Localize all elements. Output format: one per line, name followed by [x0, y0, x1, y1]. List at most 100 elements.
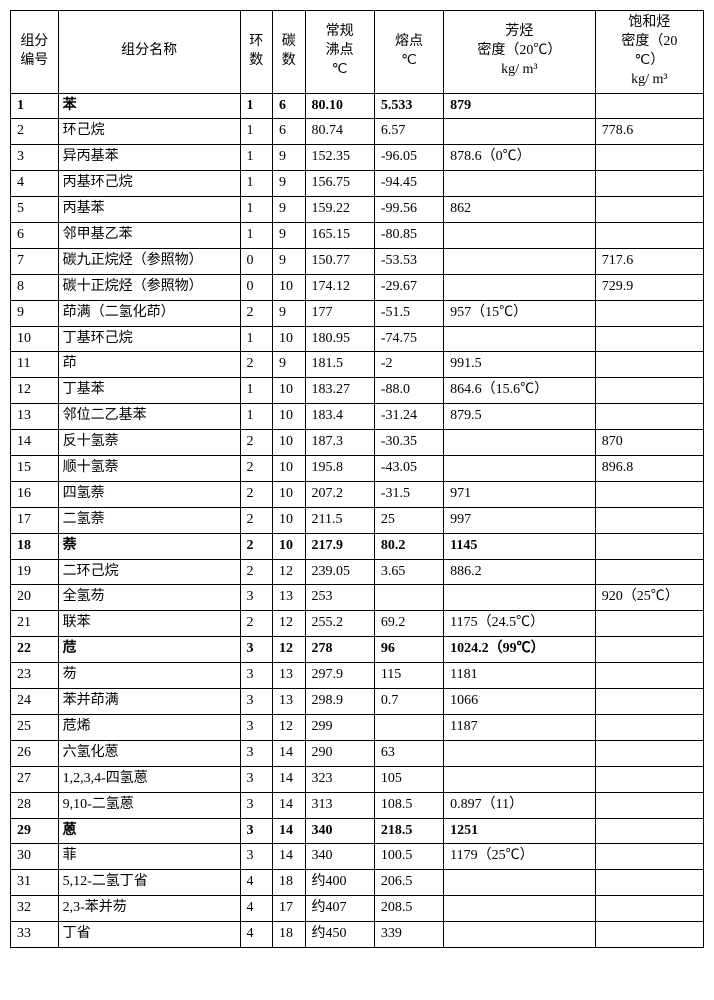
cell: 255.2 [305, 611, 374, 637]
cell: 茚满（二氢化茚） [58, 300, 240, 326]
cell: 28 [11, 792, 59, 818]
cell: 27 [11, 766, 59, 792]
cell: 1 [240, 119, 272, 145]
col-header-7: 饱和烃密度（20℃）kg/ m³ [595, 11, 703, 94]
cell: 14 [273, 818, 305, 844]
cell: 997 [444, 507, 596, 533]
cell: 萘 [58, 533, 240, 559]
cell: 1175（24.5℃） [444, 611, 596, 637]
cell: 1 [240, 223, 272, 249]
cell: 26 [11, 740, 59, 766]
cell: 100.5 [374, 844, 443, 870]
cell: 丙基环己烷 [58, 171, 240, 197]
cell: 丁省 [58, 922, 240, 948]
cell: 3 [240, 714, 272, 740]
cell [595, 870, 703, 896]
cell: 32 [11, 896, 59, 922]
cell: 218.5 [374, 818, 443, 844]
cell: 邻甲基乙苯 [58, 223, 240, 249]
cell: 297.9 [305, 663, 374, 689]
cell: 1 [240, 93, 272, 119]
cell: 12 [273, 611, 305, 637]
cell: 9 [273, 171, 305, 197]
cell: 丁基环己烷 [58, 326, 240, 352]
table-row: 7碳九正烷烃（参照物）09150.77-53.53717.6 [11, 248, 704, 274]
hydrocarbon-properties-table: 组分编号组分名称环数碳数常规沸点℃熔点℃芳烃密度（20℃）kg/ m³饱和烃密度… [10, 10, 704, 948]
cell [374, 714, 443, 740]
cell: 3 [240, 792, 272, 818]
cell: -30.35 [374, 430, 443, 456]
cell: 丁基苯 [58, 378, 240, 404]
cell: 152.35 [305, 145, 374, 171]
cell: 290 [305, 740, 374, 766]
table-row: 17二氢萘210211.525997 [11, 507, 704, 533]
cell: 217.9 [305, 533, 374, 559]
cell: 21 [11, 611, 59, 637]
cell: 14 [273, 844, 305, 870]
cell: 253 [305, 585, 374, 611]
cell: 156.75 [305, 171, 374, 197]
col-header-1: 组分名称 [58, 11, 240, 94]
cell: 约400 [305, 870, 374, 896]
table-row: 24苯并茚满313298.90.71066 [11, 689, 704, 715]
cell: 4 [11, 171, 59, 197]
cell: 联苯 [58, 611, 240, 637]
cell: 二氢萘 [58, 507, 240, 533]
cell: 180.95 [305, 326, 374, 352]
cell [595, 611, 703, 637]
table-row: 3异丙基苯19152.35-96.05878.6（0℃） [11, 145, 704, 171]
cell: 181.5 [305, 352, 374, 378]
table-row: 13邻位二乙基苯110183.4-31.24879.5 [11, 404, 704, 430]
cell: 约407 [305, 896, 374, 922]
cell: 1066 [444, 689, 596, 715]
cell: 6 [273, 93, 305, 119]
cell [595, 507, 703, 533]
table-row: 10丁基环己烷110180.95-74.75 [11, 326, 704, 352]
cell: 碳十正烷烃（参照物） [58, 274, 240, 300]
cell: 30 [11, 844, 59, 870]
cell: 二环己烷 [58, 559, 240, 585]
cell: 1 [240, 145, 272, 171]
cell: 异丙基苯 [58, 145, 240, 171]
cell: 1 [11, 93, 59, 119]
cell: 9 [273, 223, 305, 249]
cell: 14 [11, 430, 59, 456]
cell: 9 [273, 197, 305, 223]
cell: 10 [273, 404, 305, 430]
col-header-2: 环数 [240, 11, 272, 94]
cell: 12 [11, 378, 59, 404]
cell: 3 [240, 637, 272, 663]
col-header-6: 芳烃密度（20℃）kg/ m³ [444, 11, 596, 94]
cell: 10 [273, 274, 305, 300]
cell [444, 896, 596, 922]
cell: 10 [273, 481, 305, 507]
cell: 22 [11, 637, 59, 663]
cell [595, 300, 703, 326]
cell: 19 [11, 559, 59, 585]
cell [595, 922, 703, 948]
cell: 3 [240, 740, 272, 766]
cell: 1 [240, 326, 272, 352]
cell: 3 [240, 818, 272, 844]
cell [444, 171, 596, 197]
cell: 2 [240, 430, 272, 456]
cell: 3 [240, 663, 272, 689]
table-row: 4丙基环己烷19156.75-94.45 [11, 171, 704, 197]
cell: 23 [11, 663, 59, 689]
cell: -43.05 [374, 456, 443, 482]
cell: 183.27 [305, 378, 374, 404]
cell [595, 378, 703, 404]
cell [595, 171, 703, 197]
cell: 24 [11, 689, 59, 715]
cell: 18 [273, 922, 305, 948]
cell: 33 [11, 922, 59, 948]
table-row: 22苊312278961024.2（99℃） [11, 637, 704, 663]
cell: 3 [240, 585, 272, 611]
cell: 29 [11, 818, 59, 844]
cell [595, 896, 703, 922]
cell: 278 [305, 637, 374, 663]
cell: 10 [273, 326, 305, 352]
cell: 5.533 [374, 93, 443, 119]
cell: 10 [273, 533, 305, 559]
cell: 14 [273, 792, 305, 818]
